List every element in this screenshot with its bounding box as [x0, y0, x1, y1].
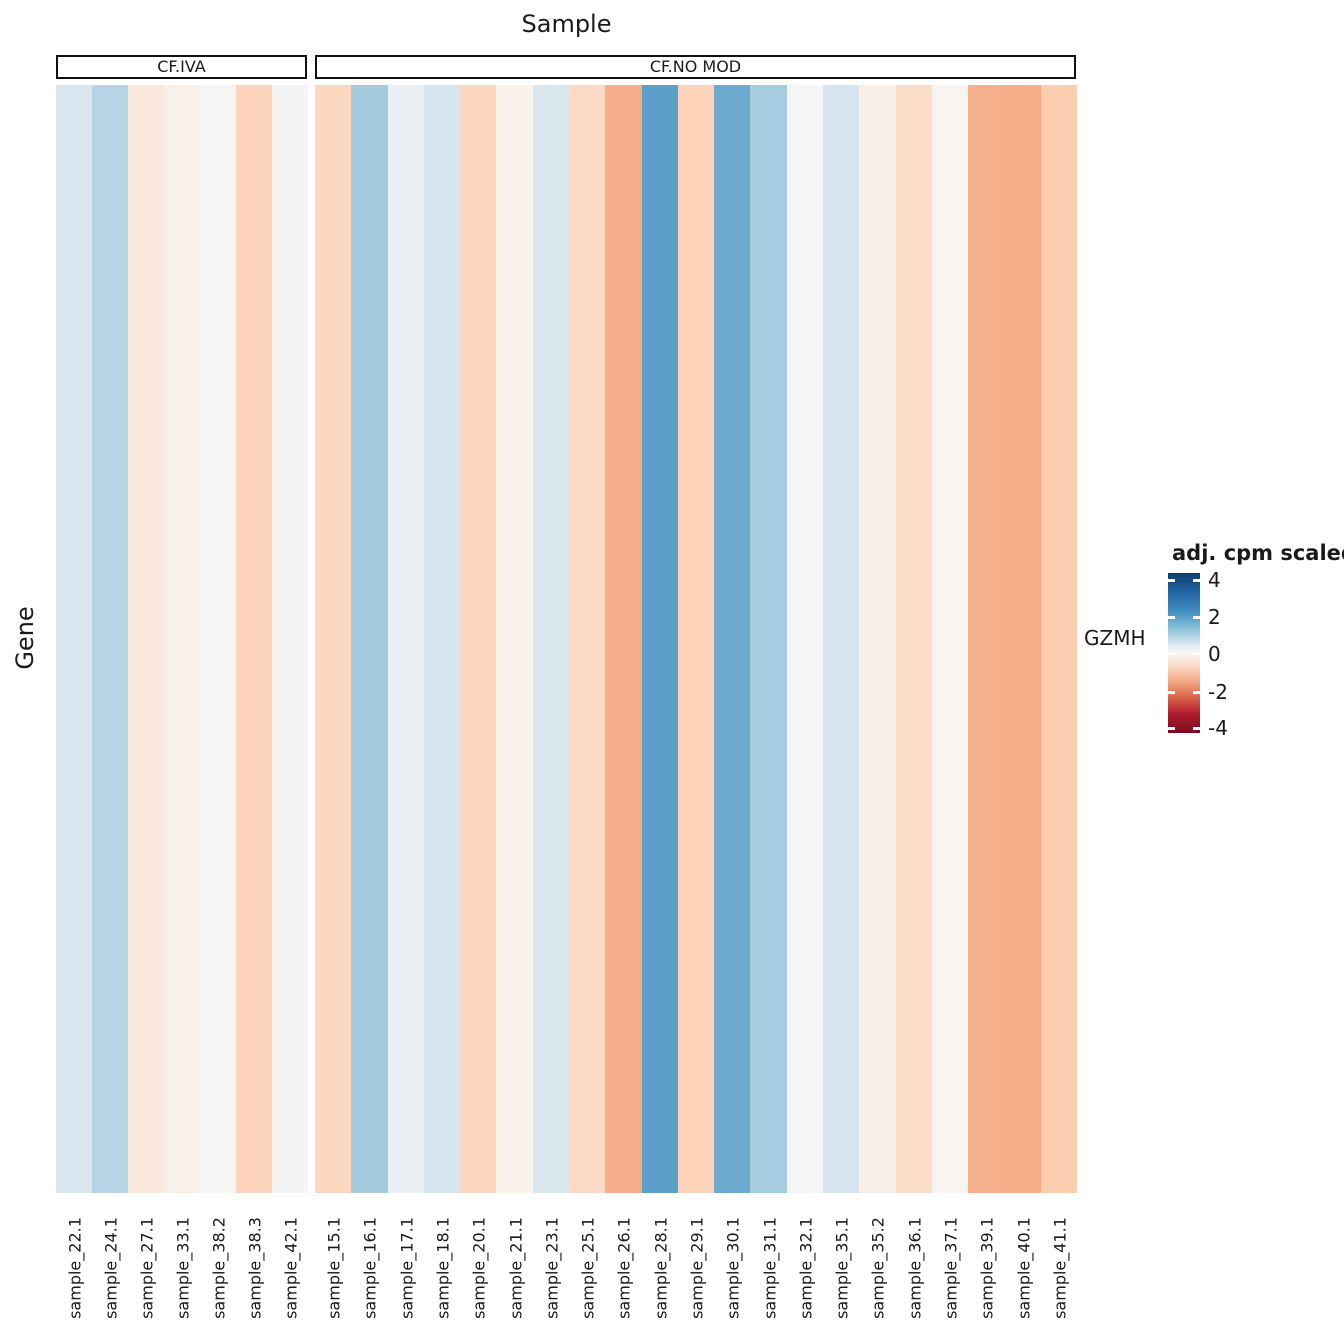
legend-tick-label: -2 [1208, 680, 1228, 705]
heatmap-cell [496, 85, 533, 1193]
column-label: sample_35.2 [868, 1217, 888, 1319]
heatmap-cell [786, 85, 823, 1193]
column-label: sample_35.1 [832, 1217, 852, 1319]
heatmap-cell [931, 85, 969, 1193]
heatmap-cell [236, 85, 272, 1193]
legend-tick-mark [1168, 615, 1175, 619]
column-label: sample_29.1 [687, 1217, 707, 1319]
heatmap-group-row [315, 85, 1077, 1193]
heatmap-cell [1004, 85, 1041, 1193]
heatmap-cell [423, 85, 461, 1193]
heatmap-cell [128, 85, 164, 1193]
legend-tick-label: 2 [1208, 605, 1221, 629]
group-header-cf-iva: CF.IVA [56, 55, 307, 79]
heatmap-cell [714, 85, 751, 1193]
heatmap-group-row [56, 85, 308, 1193]
legend-tick-mark [1168, 726, 1175, 730]
column-label: sample_18.1 [433, 1217, 453, 1319]
column-label: sample_37.1 [941, 1217, 961, 1319]
row-label-gzmh: GZMH [1084, 626, 1146, 650]
column-label: sample_22.1 [65, 1217, 85, 1319]
legend-tick-mark [1193, 690, 1200, 694]
heatmap-cell [750, 85, 787, 1193]
heatmap-cell [968, 85, 1005, 1193]
heatmap-cell [387, 85, 424, 1193]
heatmap-cell [859, 85, 896, 1193]
heatmap-cell [641, 85, 678, 1193]
heatmap-cell [822, 85, 860, 1193]
column-label: sample_38.3 [245, 1217, 265, 1319]
column-label: sample_30.1 [723, 1217, 743, 1319]
heatmap-cell [92, 85, 128, 1193]
column-label: sample_23.1 [542, 1217, 562, 1319]
legend-tick-label: 0 [1208, 641, 1221, 666]
column-label: sample_36.1 [905, 1217, 925, 1319]
column-label: sample_38.2 [209, 1217, 229, 1319]
heatmap-cell [200, 85, 236, 1193]
legend-tick-mark [1193, 615, 1200, 619]
heatmap-cell [56, 85, 92, 1193]
column-label: sample_28.1 [651, 1217, 671, 1319]
legend-tick-mark [1168, 578, 1175, 582]
column-label: sample_15.1 [324, 1217, 344, 1319]
heatmap-cell [605, 85, 642, 1193]
plot-title: Sample [521, 10, 612, 38]
column-label: sample_39.1 [977, 1217, 997, 1319]
column-label: sample_40.1 [1014, 1217, 1034, 1319]
legend-tick-label: 4 [1208, 568, 1221, 593]
column-label: sample_32.1 [796, 1217, 816, 1319]
heatmap-cell [315, 85, 352, 1193]
legend-tick-label: -4 [1208, 716, 1228, 741]
heatmap-cell [164, 85, 200, 1193]
column-label: sample_25.1 [578, 1217, 598, 1319]
heatmap-cell [351, 85, 388, 1193]
heatmap-cell [568, 85, 606, 1193]
legend-tick-mark [1193, 652, 1200, 656]
legend-tick-mark [1168, 690, 1175, 694]
heatmap-cell [677, 85, 715, 1193]
column-label: sample_31.1 [760, 1217, 780, 1319]
group-header-cf-no-mod: CF.NO MOD [315, 55, 1076, 79]
legend-tick-mark [1193, 726, 1200, 730]
heatmap-cell [460, 85, 497, 1193]
column-label: sample_20.1 [469, 1217, 489, 1319]
heatmap-cell [895, 85, 932, 1193]
heatmap-cell [532, 85, 569, 1193]
heatmap-cell [1040, 85, 1077, 1193]
legend-title: adj. cpm scaled [1172, 541, 1344, 565]
column-label: sample_33.1 [173, 1217, 193, 1319]
column-label: sample_26.1 [614, 1217, 634, 1319]
column-label: sample_42.1 [281, 1217, 301, 1319]
column-label: sample_27.1 [137, 1217, 157, 1319]
legend-tick-mark [1168, 652, 1175, 656]
column-label: sample_17.1 [397, 1217, 417, 1319]
column-label: sample_24.1 [101, 1217, 121, 1319]
column-label: sample_16.1 [360, 1217, 380, 1319]
y-axis-title: Gene [11, 606, 39, 670]
heatmap-cell [272, 85, 308, 1193]
column-label: sample_21.1 [506, 1217, 526, 1319]
column-label: sample_41.1 [1050, 1217, 1070, 1319]
legend-tick-mark [1193, 578, 1200, 582]
